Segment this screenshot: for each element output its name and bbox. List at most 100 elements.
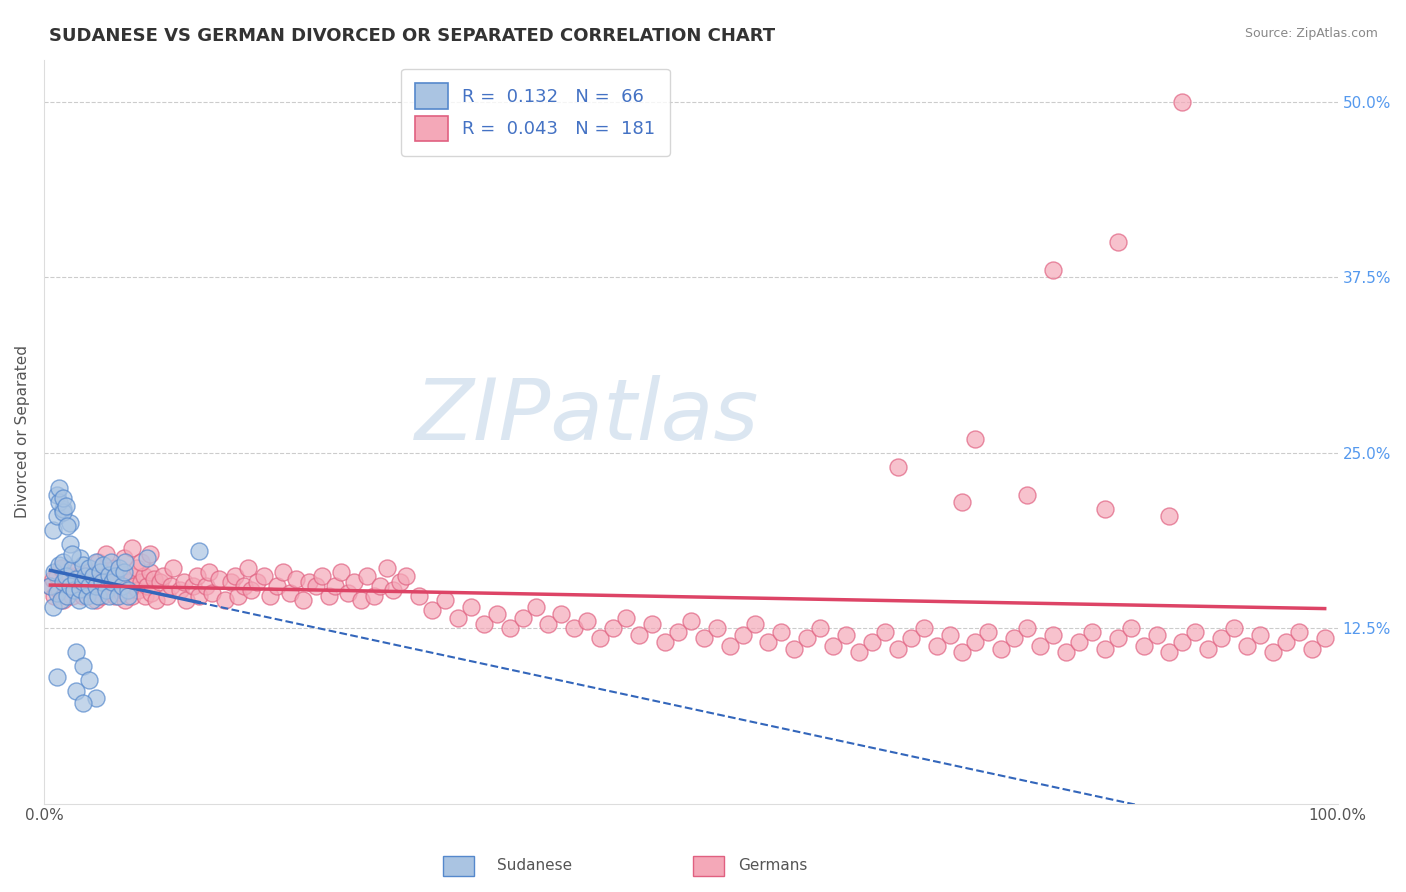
- Point: [226, 589, 249, 603]
- Point: [45, 508, 67, 523]
- Point: [860, 635, 883, 649]
- Point: [52, 555, 75, 569]
- Point: [266, 579, 288, 593]
- Point: [97, 567, 120, 582]
- Point: [336, 586, 359, 600]
- Point: [602, 621, 624, 635]
- Point: [84, 691, 107, 706]
- Point: [1288, 625, 1310, 640]
- Point: [48, 558, 70, 572]
- Point: [56, 518, 79, 533]
- Point: [77, 565, 100, 579]
- Point: [48, 495, 70, 509]
- Point: [125, 561, 148, 575]
- Point: [259, 589, 281, 603]
- Point: [120, 569, 142, 583]
- Point: [1054, 645, 1077, 659]
- Point: [59, 579, 82, 593]
- Point: [108, 565, 131, 579]
- Point: [965, 635, 987, 649]
- Point: [156, 589, 179, 603]
- Point: [65, 684, 87, 698]
- Point: [239, 583, 262, 598]
- Point: [82, 569, 104, 583]
- Point: [76, 565, 98, 579]
- Point: [48, 481, 70, 495]
- Point: [233, 579, 256, 593]
- Point: [62, 583, 84, 598]
- Point: [93, 579, 115, 593]
- Point: [808, 621, 831, 635]
- Point: [512, 611, 534, 625]
- Point: [45, 670, 67, 684]
- Point: [887, 642, 910, 657]
- Point: [188, 544, 211, 558]
- Point: [59, 516, 82, 530]
- Point: [104, 561, 127, 575]
- Point: [77, 586, 100, 600]
- Point: [666, 625, 689, 640]
- Point: [152, 569, 174, 583]
- Point: [654, 635, 676, 649]
- Point: [107, 579, 129, 593]
- Point: [72, 659, 94, 673]
- Point: [744, 616, 766, 631]
- Point: [129, 555, 152, 569]
- Point: [1159, 645, 1181, 659]
- Point: [89, 565, 111, 579]
- Text: Sudanese: Sudanese: [496, 858, 572, 872]
- Point: [1081, 625, 1104, 640]
- Point: [1223, 621, 1246, 635]
- Point: [162, 561, 184, 575]
- Point: [330, 565, 353, 579]
- Point: [69, 569, 91, 583]
- Point: [460, 600, 482, 615]
- Point: [1184, 625, 1206, 640]
- Point: [87, 589, 110, 603]
- Point: [67, 593, 90, 607]
- Point: [56, 579, 79, 593]
- Point: [108, 561, 131, 575]
- Point: [75, 569, 97, 583]
- Point: [104, 589, 127, 603]
- Point: [731, 628, 754, 642]
- Point: [627, 628, 650, 642]
- Point: [614, 611, 637, 625]
- Point: [298, 574, 321, 589]
- Point: [291, 593, 314, 607]
- Point: [110, 579, 132, 593]
- Point: [576, 614, 599, 628]
- Point: [285, 572, 308, 586]
- Point: [350, 593, 373, 607]
- Point: [304, 579, 326, 593]
- Point: [104, 569, 127, 583]
- Point: [848, 645, 870, 659]
- Point: [145, 593, 167, 607]
- Point: [65, 572, 87, 586]
- Point: [1171, 635, 1194, 649]
- Point: [94, 561, 117, 575]
- Point: [990, 642, 1012, 657]
- Point: [93, 558, 115, 572]
- Point: [97, 589, 120, 603]
- Point: [207, 572, 229, 586]
- Point: [1261, 645, 1284, 659]
- Point: [823, 640, 845, 654]
- Point: [91, 589, 114, 603]
- Point: [45, 488, 67, 502]
- Point: [201, 586, 224, 600]
- Point: [129, 574, 152, 589]
- Point: [124, 579, 146, 593]
- Point: [62, 565, 84, 579]
- Point: [149, 574, 172, 589]
- Point: [1094, 642, 1116, 657]
- Point: [59, 537, 82, 551]
- Point: [77, 561, 100, 575]
- Point: [39, 579, 62, 593]
- Point: [1042, 628, 1064, 642]
- Legend: R =  0.132   N =  66, R =  0.043   N =  181: R = 0.132 N = 66, R = 0.043 N = 181: [401, 69, 671, 156]
- Point: [45, 586, 67, 600]
- Point: [45, 569, 67, 583]
- Point: [49, 561, 72, 575]
- Point: [1107, 631, 1129, 645]
